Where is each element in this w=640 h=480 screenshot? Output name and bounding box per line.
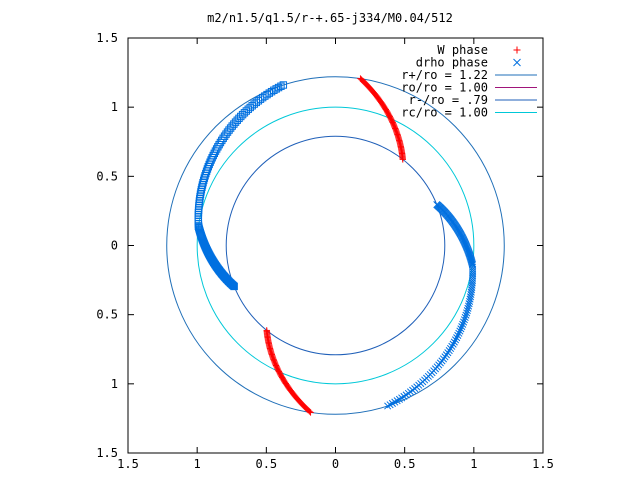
drho-phase-point: [462, 311, 470, 319]
circle-rc/ro = 1.00: [196, 106, 475, 385]
drho-square-point: [277, 82, 285, 90]
drho-square-point: [214, 143, 222, 151]
drho-phase-point: [445, 347, 453, 355]
axes: 1.5 1 0.5 0 0.5 1 1.51.510.500.511.5: [96, 31, 554, 471]
drho-phase-point: [463, 309, 471, 317]
x-tick-label: 0.5: [255, 457, 277, 471]
x-tick-label: 1.5: [117, 457, 139, 471]
x-tick-label: 0: [332, 457, 339, 471]
drho-phase-point: [384, 402, 392, 410]
circle-r+/ro = 1.22: [166, 76, 505, 415]
drho-phase-point: [464, 304, 472, 312]
x-tick-label: 1.5: [532, 457, 554, 471]
chart-title: m2/n1.5/q1.5/r-+.65-j334/M0.04/512: [207, 11, 453, 25]
drho-phase-point: [459, 320, 467, 328]
drho-phase-point: [448, 342, 456, 350]
radius-circles: [166, 76, 505, 415]
drho-phase-point: [450, 338, 458, 346]
x-tick-label: 1: [470, 457, 477, 471]
drho-phase-point: [449, 340, 457, 348]
legend-label: r-/ro = .79: [409, 93, 488, 107]
drho-square-point: [215, 140, 223, 149]
legend-label: ro/ro = 1.00: [401, 81, 488, 95]
drho-phase-point: [454, 331, 462, 340]
drho-phase-point: [457, 325, 465, 333]
y-tick-label: 1.5: [96, 446, 118, 460]
legend-label: drho phase: [416, 56, 488, 70]
drho-phase-point: [466, 297, 474, 305]
circle-r-/ro = .79: [225, 135, 446, 356]
x-tick-label: 0.5: [394, 457, 416, 471]
legend-marker-key: [513, 58, 521, 67]
w-phase-point: [399, 156, 406, 163]
drho-phase-point: [460, 318, 468, 326]
drho-phase-point: [463, 307, 471, 315]
legend-label: rc/ro = 1.00: [401, 106, 488, 120]
legend-label: r+/ro = 1.22: [401, 68, 488, 82]
data-marks: [194, 75, 477, 416]
y-tick-label: 1.5: [96, 31, 118, 45]
drho-square-point: [195, 204, 203, 212]
x-tick-label: 1: [194, 457, 201, 471]
drho-phase-point: [458, 322, 466, 331]
drho-square-point: [274, 83, 283, 92]
drho-phase-point: [402, 391, 410, 399]
drho-square-point: [198, 183, 206, 191]
legend-marker-key: [513, 46, 521, 54]
drho-square-point: [212, 145, 221, 153]
w-phase-point: [306, 408, 313, 415]
drho-phase-point: [447, 344, 455, 353]
drho-phase-point: [460, 316, 468, 324]
drho-phase-point: [453, 334, 461, 342]
drho-square-point: [279, 81, 288, 89]
drho-phase-point: [461, 313, 469, 322]
w-phase-point: [307, 409, 314, 416]
drho-square-point: [197, 185, 206, 194]
y-tick-label: 1: [111, 100, 118, 114]
drho-square-point: [272, 85, 280, 93]
drho-phase-point: [455, 329, 463, 337]
drho-phase-point: [451, 336, 460, 344]
y-tick-label: 0.5: [96, 169, 118, 183]
drho-phase-point: [465, 300, 473, 308]
drho-phase-point: [464, 302, 473, 310]
y-tick-label: 0: [111, 239, 118, 253]
y-tick-label: 0.5: [96, 308, 118, 322]
y-tick-label: 1: [111, 377, 118, 391]
legend-label: W phase: [437, 43, 488, 57]
drho-phase-point: [456, 327, 464, 335]
